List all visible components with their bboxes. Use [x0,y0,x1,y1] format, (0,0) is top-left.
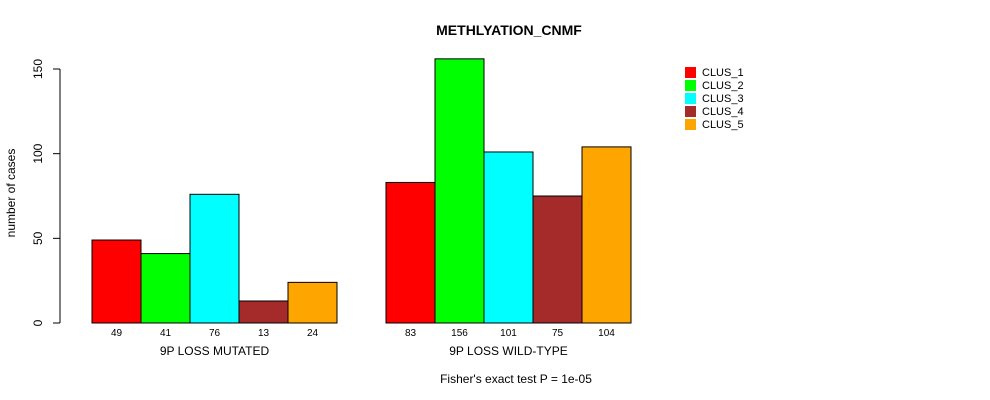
bar-count-label: 101 [500,328,517,339]
bar-clus-3-group-1 [189,193,240,324]
bar-count-label: 24 [307,328,319,339]
bar-clus-4-group-2 [532,195,583,324]
bar-count-label: 104 [598,328,615,339]
legend-swatch-clus-2 [685,80,696,91]
group-label-1: 9P LOSS MUTATED [160,344,270,358]
bar-clus-5-group-1 [287,281,338,324]
bar-clus-5-group-2 [581,146,632,324]
bars-group [91,58,632,324]
legend-label-clus-4: CLUS_4 [702,106,744,118]
chart-title: METHLYATION_CNMF [436,22,582,38]
legend-swatch-clus-1 [685,67,696,78]
bar-count-label: 76 [209,328,221,339]
bar-count-label: 75 [552,328,564,339]
group-labels-group: 9P LOSS MUTATED 9P LOSS WILD-TYPE [160,344,568,358]
bar-clus-3-group-2 [483,151,534,324]
y-tick-label: 150 [31,59,45,79]
legend-label-clus-2: CLUS_2 [702,80,744,92]
y-axis-label: number of cases [4,149,18,238]
y-tick-label: 0 [31,319,45,326]
y-tick-label: 100 [31,143,45,163]
legend-swatch-clus-4 [685,106,696,117]
bar-clus-1-group-1 [91,239,142,324]
group-label-2: 9P LOSS WILD-TYPE [449,344,567,358]
bar-clus-4-group-1 [238,300,289,324]
legend-swatch-clus-5 [685,119,696,130]
legend-label-clus-1: CLUS_1 [702,67,744,79]
bar-count-label: 13 [258,328,270,339]
legend-label-clus-3: CLUS_3 [702,93,744,105]
bar-count-label: 156 [451,328,468,339]
bar-count-label: 41 [160,328,172,339]
y-axis: 0 50 100 150 [31,59,61,326]
bar-clus-2-group-1 [140,253,191,324]
legend-swatch-clus-3 [685,93,696,104]
bar-clus-2-group-2 [434,58,485,324]
bar-count-label: 49 [111,328,123,339]
y-tick-label: 50 [31,231,45,245]
fisher-test-footnote: Fisher's exact test P = 1e-05 [440,372,592,386]
bar-count-label: 83 [405,328,417,339]
legend-label-clus-5: CLUS_5 [702,119,744,131]
bar-clus-1-group-2 [385,181,436,324]
count-labels-group: 49 41 76 13 24 83 156 101 75 104 [111,328,615,339]
